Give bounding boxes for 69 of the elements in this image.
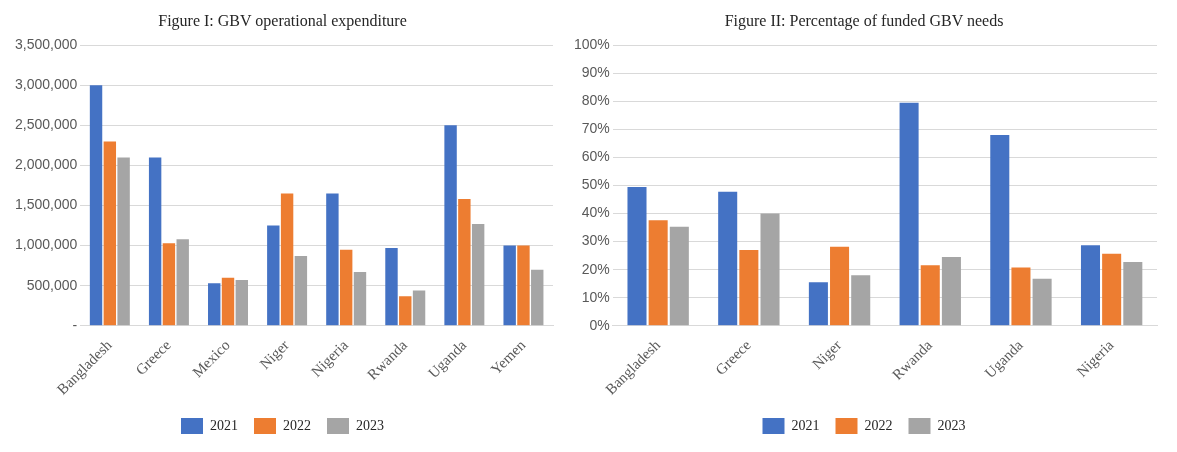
- y-tick-label: 0%: [589, 316, 610, 333]
- bar: [326, 193, 339, 326]
- bar: [990, 134, 1010, 326]
- bar: [353, 272, 367, 326]
- bar: [148, 157, 162, 326]
- y-tick-label: 30%: [581, 232, 610, 249]
- y-tick-label: 90%: [581, 64, 610, 81]
- y-tick-label: 70%: [581, 120, 610, 137]
- bar: [760, 213, 780, 326]
- legend-label: 2021: [791, 417, 820, 433]
- bar: [718, 191, 738, 326]
- bar: [176, 239, 189, 326]
- bar: [458, 199, 471, 326]
- bar: [1032, 278, 1052, 326]
- bar: [808, 282, 828, 326]
- y-tick-label: 10%: [581, 288, 610, 305]
- y-tick-label: 500,000: [26, 276, 78, 293]
- bar: [89, 85, 103, 326]
- y-tick-label: 40%: [581, 204, 610, 221]
- y-tick-label: 2,000,000: [14, 156, 78, 173]
- bar: [830, 246, 850, 326]
- bar: [267, 225, 280, 326]
- bar: [444, 125, 457, 326]
- legend-label: 2023: [937, 417, 966, 433]
- bar: [669, 226, 689, 326]
- bar: [503, 245, 516, 326]
- bar: [221, 277, 235, 326]
- bar: [531, 269, 544, 326]
- y-tick-label: 80%: [581, 92, 610, 109]
- bar: [412, 290, 426, 326]
- bar: [739, 250, 759, 326]
- bar: [471, 223, 485, 326]
- bar: [1080, 245, 1101, 326]
- bar: [162, 243, 176, 326]
- y-tick-label: 60%: [581, 148, 610, 165]
- bar: [648, 220, 668, 326]
- bar: [851, 275, 871, 326]
- bar: [899, 102, 919, 326]
- bar: [399, 296, 412, 326]
- bar: [103, 141, 117, 326]
- bar: [517, 245, 530, 326]
- bar: [941, 257, 961, 326]
- y-tick-label: -: [72, 316, 78, 333]
- bar: [280, 193, 294, 326]
- legend-label: 2021: [210, 417, 238, 433]
- bar: [294, 256, 308, 326]
- legend-label: 2022: [283, 417, 311, 433]
- bar: [117, 157, 130, 326]
- bar: [627, 186, 647, 326]
- y-tick-label: 50%: [581, 176, 610, 193]
- y-tick-label: 1,500,000: [14, 196, 78, 213]
- bar: [208, 283, 221, 326]
- bar: [1123, 262, 1143, 326]
- chart-title: Figure II: Percentage of funded GBV needs: [724, 11, 1004, 30]
- y-tick-label: 3,000,000: [14, 76, 78, 93]
- bar: [1011, 267, 1031, 326]
- y-tick-label: 100%: [573, 36, 610, 53]
- bar: [339, 249, 353, 326]
- y-tick-label: 1,000,000: [14, 236, 78, 253]
- legend-label: 2022: [864, 417, 893, 433]
- chart-title: Figure I: GBV operational expenditure: [158, 11, 407, 30]
- bar: [235, 280, 248, 326]
- bar: [1102, 253, 1122, 326]
- y-tick-label: 2,500,000: [14, 116, 78, 133]
- bar: [385, 248, 398, 326]
- y-tick-label: 20%: [581, 260, 610, 277]
- legend-label: 2023: [356, 417, 384, 433]
- y-tick-label: 3,500,000: [14, 36, 78, 53]
- bar: [920, 265, 940, 326]
